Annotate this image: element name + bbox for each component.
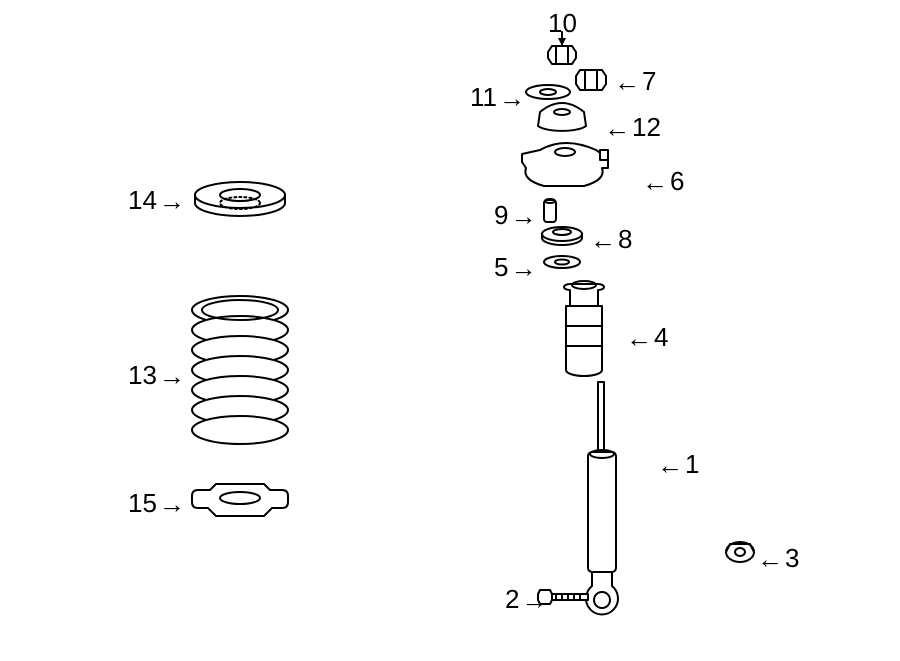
callout-14: 14 xyxy=(128,185,187,216)
part-lock-nut xyxy=(548,46,576,64)
callout-5: 5 xyxy=(494,252,538,283)
callout-3: 3 xyxy=(755,543,799,574)
part-coil-spring xyxy=(192,296,288,444)
arrow-right-icon xyxy=(159,188,185,214)
callout-12: 12 xyxy=(602,112,661,143)
part-flat-washer xyxy=(526,85,570,99)
callout-8: 8 xyxy=(588,224,632,255)
part-dust-cover xyxy=(564,281,604,376)
callout-15: 15 xyxy=(128,488,187,519)
arrow-right-icon xyxy=(510,255,536,281)
part-lower-washer xyxy=(544,256,580,268)
arrow-right-icon xyxy=(510,203,536,229)
callout-1-text: 1 xyxy=(685,449,699,480)
part-lower-spring-seat xyxy=(192,484,288,516)
callout-10: 10 xyxy=(548,8,577,39)
callout-8-text: 8 xyxy=(618,224,632,255)
arrow-left-icon xyxy=(604,115,630,141)
callout-9-text: 9 xyxy=(494,200,508,231)
callout-3-text: 3 xyxy=(785,543,799,574)
arrow-left-icon xyxy=(657,452,683,478)
arrow-left-icon xyxy=(642,169,668,195)
part-mounting-nut xyxy=(726,542,754,562)
part-upper-insulator xyxy=(195,182,285,216)
callout-14-text: 14 xyxy=(128,185,157,216)
part-upper-mount xyxy=(522,143,608,186)
part-shock-absorber xyxy=(586,382,618,614)
callout-2-text: 2 xyxy=(505,584,519,615)
arrow-right-icon xyxy=(159,363,185,389)
callout-15-text: 15 xyxy=(128,488,157,519)
arrow-left-icon xyxy=(626,325,652,351)
callout-11-text: 11 xyxy=(470,82,497,113)
arrow-right-icon xyxy=(521,587,547,613)
arrow-left-icon xyxy=(590,227,616,253)
callout-2: 2 xyxy=(505,584,549,615)
callout-13: 13 xyxy=(128,360,187,391)
callout-12-text: 12 xyxy=(632,112,661,143)
callout-13-text: 13 xyxy=(128,360,157,391)
callout-1: 1 xyxy=(655,449,699,480)
part-bump-stop xyxy=(538,103,586,131)
callout-4-text: 4 xyxy=(654,322,668,353)
callout-7-text: 7 xyxy=(642,66,656,97)
arrow-left-icon xyxy=(757,546,783,572)
callout-6: 6 xyxy=(640,166,684,197)
callout-10-text: 10 xyxy=(548,8,577,39)
part-cup-washer xyxy=(542,227,582,245)
callout-4: 4 xyxy=(624,322,668,353)
callout-11: 11 xyxy=(470,82,527,113)
callout-6-text: 6 xyxy=(670,166,684,197)
callout-7: 7 xyxy=(612,66,656,97)
part-top-nut xyxy=(576,70,606,90)
arrow-left-icon xyxy=(614,69,640,95)
callout-9: 9 xyxy=(494,200,538,231)
callout-5-text: 5 xyxy=(494,252,508,283)
part-spacer-tube xyxy=(544,199,556,222)
arrow-right-icon xyxy=(159,491,185,517)
parts-diagram-stage: 1 2 3 4 5 6 7 8 9 10 11 12 xyxy=(0,0,900,661)
arrow-right-icon xyxy=(499,85,525,111)
